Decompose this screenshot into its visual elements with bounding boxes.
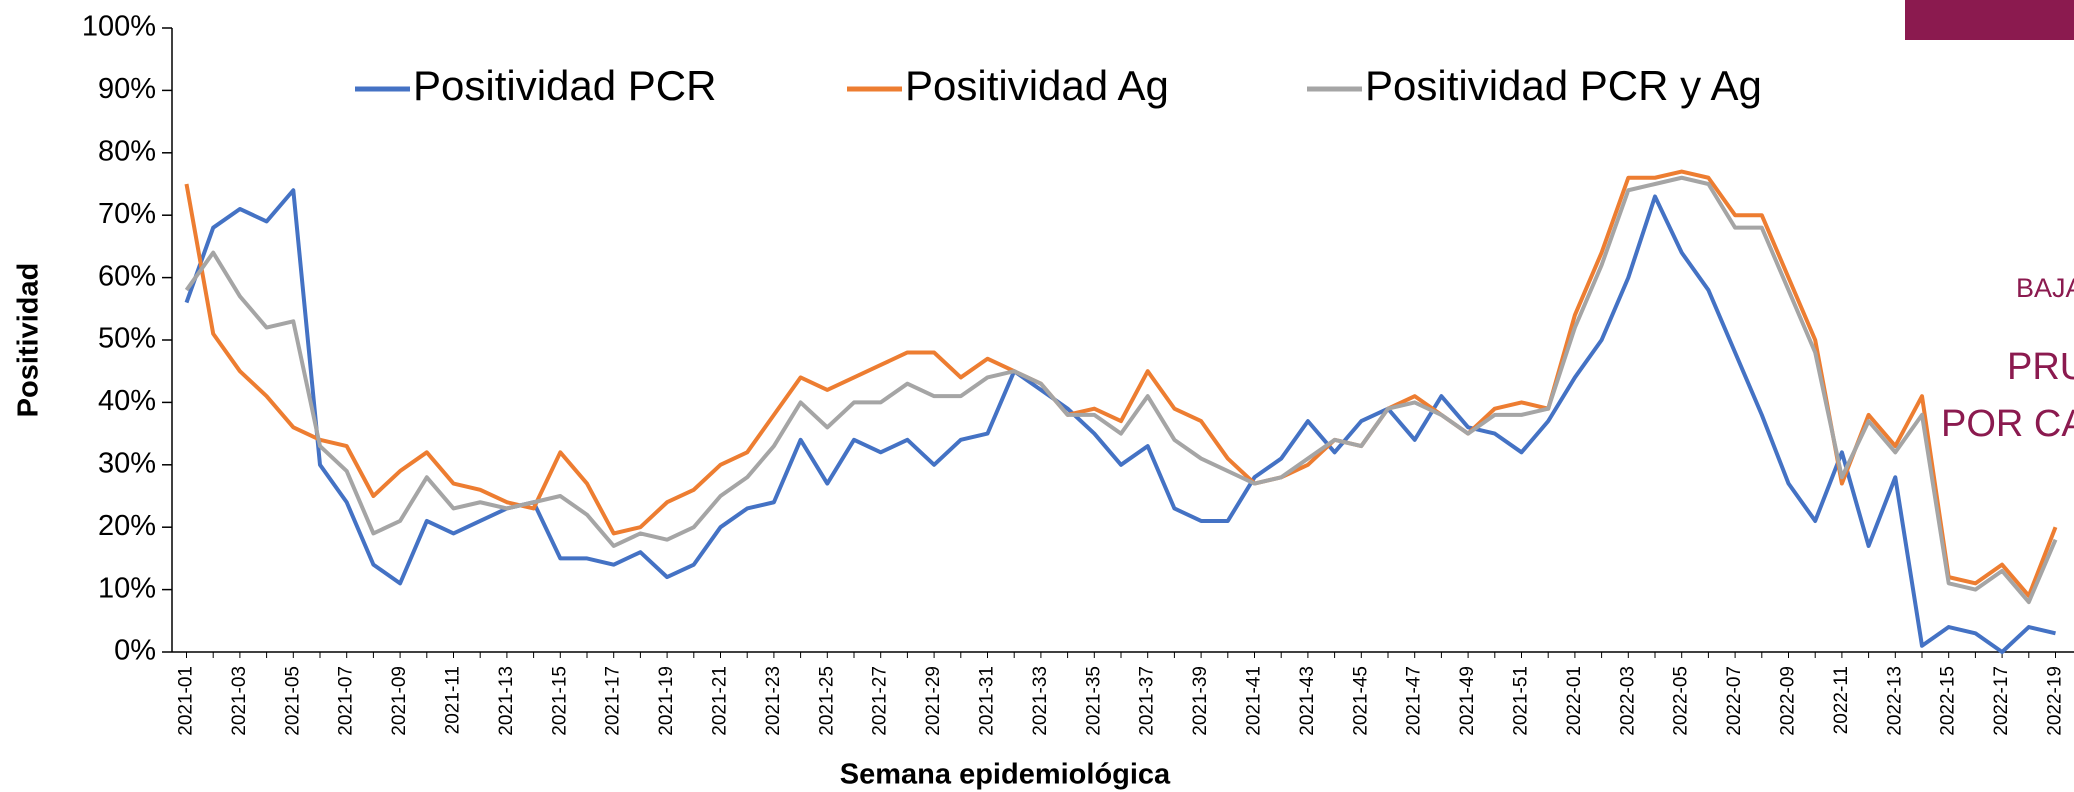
x-tick-label: 2022-11 bbox=[1831, 666, 1852, 734]
x-tick-label: 2022-15 bbox=[1938, 666, 1959, 736]
x-tick-label: 2021-33 bbox=[1030, 666, 1051, 736]
x-tick-label: 2021-13 bbox=[496, 666, 517, 736]
annotation: POR CA bbox=[1941, 403, 2074, 445]
x-tick-label: 2022-13 bbox=[1884, 666, 1905, 736]
x-tick-label: 2022-09 bbox=[1778, 666, 1799, 736]
x-tick-label: 2021-23 bbox=[763, 666, 784, 736]
series-line bbox=[184, 175, 2058, 605]
x-tick-label: 2021-11 bbox=[443, 666, 464, 734]
x-tick-label: 2021-43 bbox=[1297, 666, 1318, 736]
x-tick-label: 2021-35 bbox=[1083, 666, 1104, 736]
annotation: PRU bbox=[2007, 346, 2074, 388]
x-tick-label: 2022-03 bbox=[1617, 666, 1638, 736]
x-tick-label: 2021-09 bbox=[389, 666, 410, 736]
x-tick-label: 2021-39 bbox=[1190, 666, 1211, 736]
y-axis-title: Positividad bbox=[13, 263, 45, 418]
x-tick-label: 2021-47 bbox=[1404, 666, 1425, 736]
annotation: BAJA bbox=[2016, 273, 2074, 303]
x-tick-label: 2021-05 bbox=[282, 666, 303, 736]
corner-box bbox=[1905, 0, 2074, 40]
x-tick-label: 2021-07 bbox=[336, 666, 357, 736]
x-tick-label: 2021-49 bbox=[1457, 666, 1478, 736]
y-tick-label: 80% bbox=[98, 135, 156, 167]
x-tick-label: 2021-15 bbox=[549, 666, 570, 736]
y-tick-label: 0% bbox=[114, 635, 156, 667]
x-tick-label: 2021-27 bbox=[870, 666, 891, 736]
x-tick-label: 2022-01 bbox=[1564, 666, 1585, 736]
x-tick-label: 2022-17 bbox=[1991, 666, 2012, 736]
y-tick-label: 20% bbox=[98, 510, 156, 542]
x-tick-label: 2021-37 bbox=[1137, 666, 1158, 736]
y-tick-label: 50% bbox=[98, 323, 156, 355]
legend-label: Positividad Ag bbox=[905, 62, 1169, 109]
series-line bbox=[184, 188, 2056, 654]
x-tick-label: 2021-19 bbox=[656, 666, 677, 736]
x-tick-label: 2021-31 bbox=[977, 666, 998, 736]
x-tick-label: 2021-17 bbox=[603, 666, 624, 736]
series-line bbox=[184, 169, 2058, 598]
y-tick-label: 90% bbox=[98, 73, 156, 105]
legend-label: Positividad PCR bbox=[413, 62, 716, 109]
y-tick-label: 10% bbox=[98, 572, 156, 604]
y-tick-label: 100% bbox=[82, 11, 156, 43]
x-tick-label: 2021-51 bbox=[1511, 666, 1532, 736]
y-tick-label: 40% bbox=[98, 385, 156, 417]
x-tick-label: 2021-41 bbox=[1244, 666, 1265, 736]
y-tick-label: 60% bbox=[98, 260, 156, 292]
x-axis-title: Semana epidemiológica bbox=[840, 759, 1171, 791]
x-tick-label: 2022-05 bbox=[1671, 666, 1692, 736]
x-tick-label: 2022-07 bbox=[1724, 666, 1745, 736]
x-tick-label: 2022-19 bbox=[2045, 666, 2066, 736]
x-tick-label: 2021-45 bbox=[1350, 666, 1371, 736]
x-tick-label: 2021-21 bbox=[710, 666, 731, 736]
x-tick-label: 2021-29 bbox=[923, 666, 944, 736]
y-tick-label: 70% bbox=[98, 198, 156, 230]
x-tick-label: 2021-03 bbox=[229, 666, 250, 736]
x-tick-label: 2021-01 bbox=[176, 666, 197, 736]
y-tick-label: 30% bbox=[98, 447, 156, 479]
legend-label: Positividad PCR y Ag bbox=[1365, 62, 1762, 109]
x-tick-label: 2021-25 bbox=[816, 666, 837, 736]
